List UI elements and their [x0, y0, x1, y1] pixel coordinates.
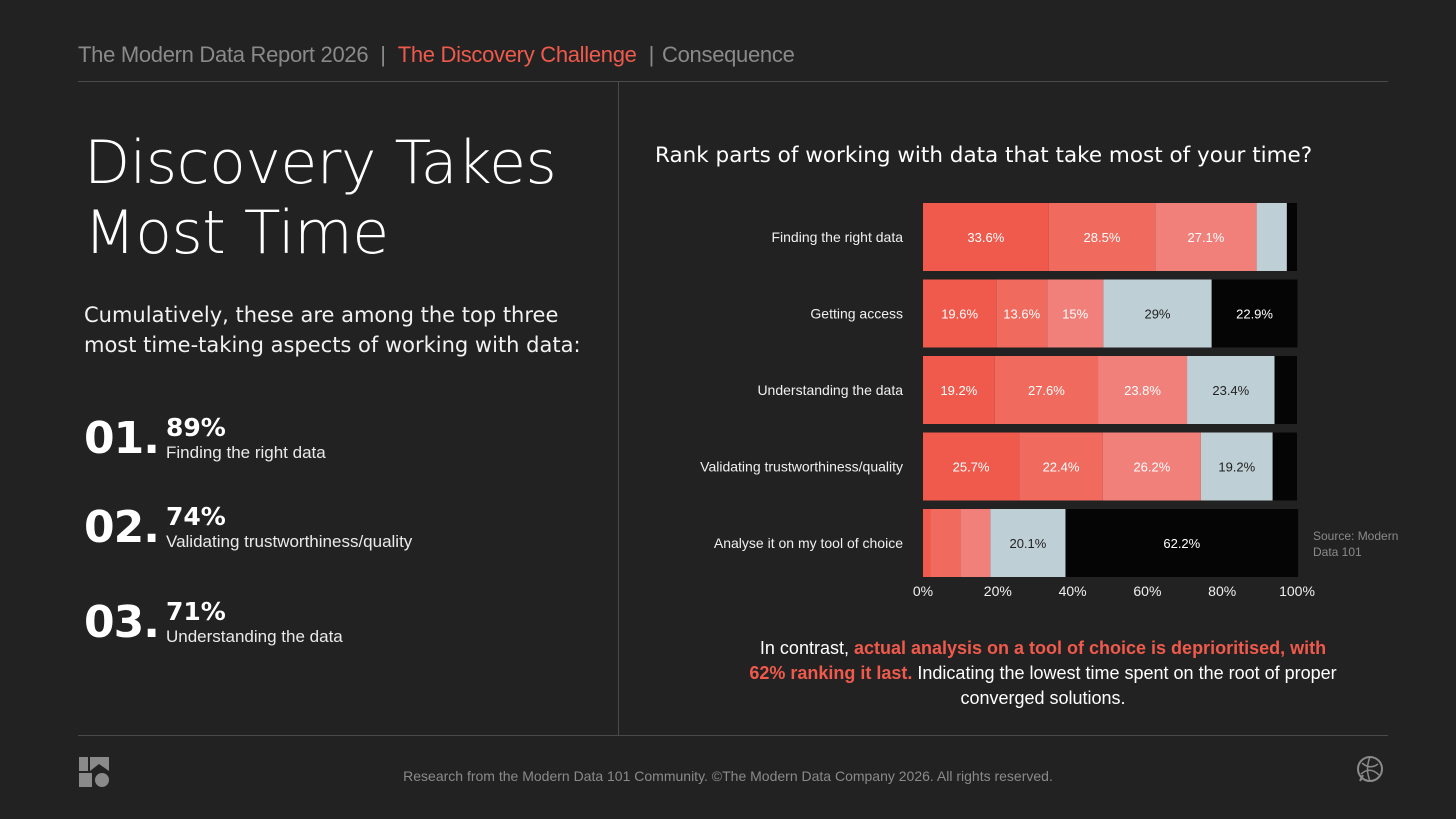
data-label: 22.9%: [1236, 307, 1273, 322]
bar-segment: [923, 432, 1020, 501]
report-title: The Modern Data Report 2026: [78, 42, 369, 67]
x-tick-label: 80%: [1208, 583, 1236, 599]
bar-segment: [1286, 203, 1297, 271]
source-note: Source: Modern Data 101: [1313, 529, 1399, 559]
bar-segment: [1155, 203, 1257, 271]
contrast-suffix: Indicating the lowest time spent on the …: [912, 663, 1337, 708]
bar-segment: [1272, 432, 1297, 501]
breadcrumb-separator: |: [380, 42, 386, 67]
bar-segment: [996, 279, 1048, 348]
page-title-line1: Discovery Takes: [84, 128, 557, 198]
stat-percent: 89%: [166, 413, 226, 442]
bar-segment: [960, 509, 991, 577]
bar-segment: [923, 509, 931, 577]
x-tick-label: 40%: [1059, 583, 1087, 599]
bar-segment: [923, 356, 995, 424]
bar-segment: [1047, 279, 1104, 348]
contrast-highlight: actual analysis on a tool of choice is d…: [749, 638, 1327, 683]
section-title: The Discovery Challenge: [397, 42, 637, 67]
bar-segment: [923, 203, 1049, 271]
subsection-title: Consequence: [662, 42, 795, 67]
top-divider: [78, 81, 1388, 82]
stat-rank: 03.: [84, 597, 160, 648]
brand-logo-icon: [79, 757, 109, 787]
bar-segment: [1098, 356, 1188, 424]
bar-segment: [990, 509, 1066, 577]
bar-segment: [1048, 203, 1156, 271]
stat-label: Finding the right data: [166, 443, 326, 462]
data-label: 27.6%: [1028, 383, 1065, 398]
data-label: 13.6%: [1003, 307, 1040, 322]
data-label: 62.2%: [1163, 536, 1200, 551]
bar-segment: [994, 356, 1099, 424]
stat-percent: 74%: [166, 502, 226, 531]
bar-segment: [930, 509, 961, 577]
category-label: Finding the right data: [771, 229, 903, 245]
stat-label: Understanding the data: [166, 627, 343, 646]
data-label: 26.2%: [1133, 460, 1170, 475]
data-label: 25.7%: [953, 460, 990, 475]
data-label: 19.2%: [1218, 460, 1255, 475]
contrast-note: In contrast, actual analysis on a tool o…: [743, 636, 1343, 711]
community-globe-icon: [1357, 756, 1383, 782]
data-label: 23.8%: [1124, 383, 1161, 398]
bar-segment: [1256, 203, 1287, 271]
data-label: 28.5%: [1084, 230, 1121, 245]
bar-segment: [1274, 356, 1297, 424]
bar-segment: [1103, 279, 1212, 348]
bar-segment: [1187, 356, 1275, 424]
category-label: Getting access: [810, 306, 903, 322]
data-label: 23.4%: [1212, 383, 1249, 398]
bar-segment: [1102, 432, 1201, 501]
x-tick-label: 0%: [913, 583, 933, 599]
data-label: 29%: [1144, 307, 1170, 322]
page-subtitle: Cumulatively, these are among the top th…: [84, 303, 581, 357]
contrast-prefix: In contrast,: [759, 638, 854, 658]
stat-rank: 01.: [84, 413, 160, 464]
stat-percent: 71%: [166, 597, 226, 626]
data-label: 22.4%: [1043, 460, 1080, 475]
breadcrumb-separator: |: [648, 42, 655, 67]
footer-text: Research from the Modern Data 101 Commun…: [403, 768, 1053, 784]
category-label: Understanding the data: [757, 382, 903, 398]
stat-label: Validating trustworthiness/quality: [166, 532, 413, 551]
breadcrumb: The Modern Data Report 2026 | The Discover…: [78, 42, 795, 68]
x-tick-label: 100%: [1279, 583, 1315, 599]
data-label: 20.1%: [1009, 536, 1046, 551]
bar-segment: [1065, 509, 1299, 577]
page-title: Discovery Takes Most Time: [84, 128, 557, 268]
bar-segment: [1200, 432, 1273, 501]
x-tick-label: 20%: [984, 583, 1012, 599]
data-label: 27.1%: [1187, 230, 1224, 245]
x-tick-label: 60%: [1133, 583, 1161, 599]
data-label: 19.6%: [941, 307, 978, 322]
category-label: Validating trustworthiness/quality: [700, 459, 903, 475]
data-label: 19.2%: [940, 383, 977, 398]
vertical-divider: [618, 82, 619, 735]
data-label: 15%: [1062, 307, 1088, 322]
bar-segment: [1019, 432, 1103, 501]
category-label: Analyse it on my tool of choice: [714, 535, 903, 551]
stat-rank: 02.: [84, 502, 160, 553]
bar-segment: [923, 279, 997, 348]
chart-title: Rank parts of working with data that tak…: [655, 143, 1313, 168]
bar-segment: [1211, 279, 1298, 348]
bottom-divider: [78, 735, 1388, 736]
data-label: 33.6%: [967, 230, 1004, 245]
page-title-line2: Most Time: [84, 198, 389, 268]
